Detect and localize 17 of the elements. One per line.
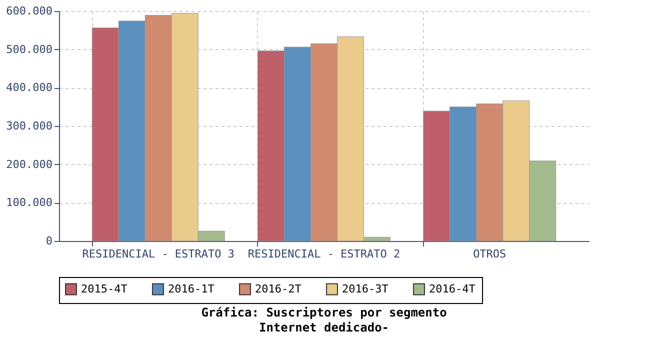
y-tick-label: 500.000	[6, 42, 52, 56]
legend-label: 2016-1T	[168, 282, 215, 296]
legend-label: 2016-4T	[429, 282, 476, 296]
y-tick-label: 200.000	[6, 158, 52, 171]
legend-label: 2015-4T	[81, 282, 128, 296]
text: Gráfica: Suscriptores por segmento	[201, 306, 447, 320]
y-tick-label: 600.000	[6, 4, 52, 18]
x-tick-label: RESIDENCIAL - ESTRATO 3	[82, 248, 235, 260]
legend-label: 2016-2T	[255, 282, 302, 296]
y-tick-label: 400.000	[6, 81, 52, 94]
text: Internet dedicado-	[258, 320, 390, 334]
legend-label: 2016-3T	[342, 282, 389, 296]
y-tick-label: 0	[46, 234, 52, 248]
x-tick-label: RESIDENCIAL - ESTRATO 2	[248, 248, 400, 260]
x-tick-label: OTROS	[473, 248, 506, 260]
y-tick-label: 300.000	[6, 120, 52, 132]
y-tick-label: 100.000	[6, 196, 52, 210]
